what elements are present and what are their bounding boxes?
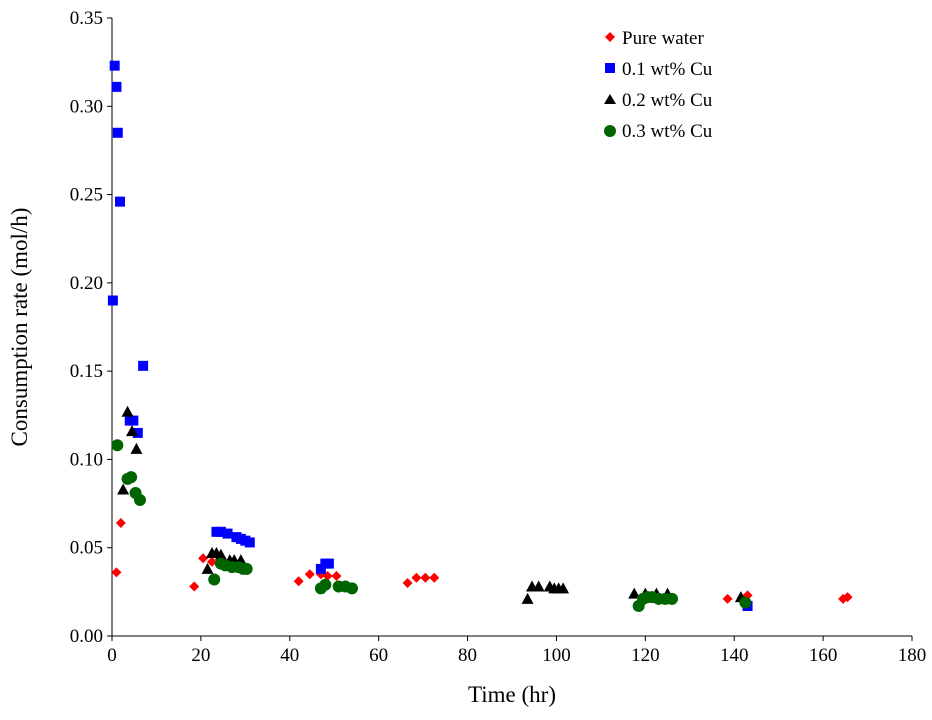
data-point-circle [111, 439, 124, 452]
data-point-square [128, 415, 139, 426]
series-0 [111, 517, 853, 604]
x-tick-label: 40 [280, 645, 299, 666]
y-axis-title: Consumption rate (mol/h) [7, 208, 32, 447]
data-point-triangle [214, 548, 227, 560]
x-tick-label: 80 [458, 645, 477, 666]
series-1 [107, 60, 753, 611]
legend-item-0-1-wt-cu: 0.1 wt% Cu [605, 59, 713, 80]
data-point-triangle [532, 580, 545, 592]
y-tick-label: 0.25 [70, 185, 103, 206]
x-tick-label: 0 [107, 645, 117, 666]
data-point-circle [319, 578, 332, 591]
data-point-triangle [521, 592, 534, 604]
data-point-circle [125, 471, 138, 484]
ticks: 0 20 40 60 80 100 120 140 160 180 0.00 0.05 0.10 0.15… [70, 8, 927, 666]
x-tick-label: 140 [720, 645, 749, 666]
data-points [107, 60, 853, 612]
data-point-square [222, 528, 233, 539]
legend-marker-circle [604, 125, 616, 137]
data-point-square [215, 526, 226, 537]
legend-label: 0.1 wt% Cu [622, 59, 713, 80]
data-point-triangle [121, 405, 134, 417]
x-tick-label: 100 [542, 645, 571, 666]
x-tick-label: 60 [369, 645, 388, 666]
data-point-diamond [198, 553, 209, 564]
data-point-diamond [722, 593, 733, 604]
data-point-triangle [628, 587, 641, 599]
legend-marker-triangle [604, 94, 616, 104]
data-point-diamond [293, 576, 304, 587]
y-tick-label: 0.35 [70, 8, 103, 29]
data-point-circle [739, 596, 752, 609]
data-point-circle [346, 582, 358, 595]
data-point-diamond [429, 572, 440, 583]
y-tick-label: 0.05 [70, 538, 103, 559]
data-point-square [115, 196, 125, 207]
data-point-square [244, 537, 255, 548]
data-point-diamond [111, 567, 122, 578]
legend: Pure water 0.1 wt% Cu 0.2 wt% Cu 0.3 wt%… [604, 28, 713, 142]
data-point-triangle [130, 442, 143, 454]
data-point-circle [134, 494, 146, 507]
data-point-square [112, 127, 123, 138]
data-point-square [107, 295, 118, 306]
data-point-diamond [115, 517, 126, 528]
legend-item-0-3-wt-cu: 0.3 wt% Cu [604, 121, 713, 142]
data-point-square [111, 81, 122, 92]
data-point-diamond [304, 569, 315, 580]
data-point-triangle [557, 582, 570, 594]
data-point-circle [240, 562, 253, 575]
data-point-square [323, 558, 334, 569]
data-point-circle [666, 592, 678, 605]
y-tick-label: 0.00 [70, 626, 103, 647]
x-axis-title: Time (hr) [468, 682, 556, 707]
legend-marker-diamond [605, 32, 615, 42]
data-point-square [132, 427, 143, 438]
data-point-square [138, 360, 149, 371]
data-point-triangle [117, 483, 130, 495]
series-3 [111, 439, 752, 612]
axes [111, 18, 912, 637]
legend-marker-square [605, 63, 615, 73]
data-point-square [109, 60, 120, 71]
data-point-diamond [420, 572, 431, 583]
legend-item-0-2-wt-cu: 0.2 wt% Cu [604, 90, 713, 111]
legend-label: 0.3 wt% Cu [622, 121, 713, 142]
data-point-diamond [207, 556, 217, 567]
data-point-diamond [842, 592, 853, 603]
data-point-diamond [402, 578, 413, 589]
y-tick-label: 0.10 [70, 449, 103, 470]
x-tick-label: 120 [631, 645, 660, 666]
legend-label: 0.2 wt% Cu [622, 90, 713, 111]
data-point-triangle [126, 425, 138, 437]
data-point-diamond [331, 570, 342, 581]
y-tick-label: 0.15 [70, 361, 103, 382]
data-point-circle [208, 573, 221, 586]
data-point-diamond [189, 581, 200, 592]
x-tick-label: 160 [809, 645, 838, 666]
legend-label: Pure water [622, 28, 704, 49]
y-tick-label: 0.30 [70, 96, 103, 117]
x-tick-label: 180 [898, 645, 927, 666]
legend-item-pure-water: Pure water [605, 28, 704, 49]
y-tick-label: 0.20 [70, 273, 103, 294]
data-point-triangle [201, 562, 214, 574]
data-point-square [315, 563, 326, 574]
data-point-diamond [411, 572, 422, 583]
x-tick-label: 20 [191, 645, 210, 666]
